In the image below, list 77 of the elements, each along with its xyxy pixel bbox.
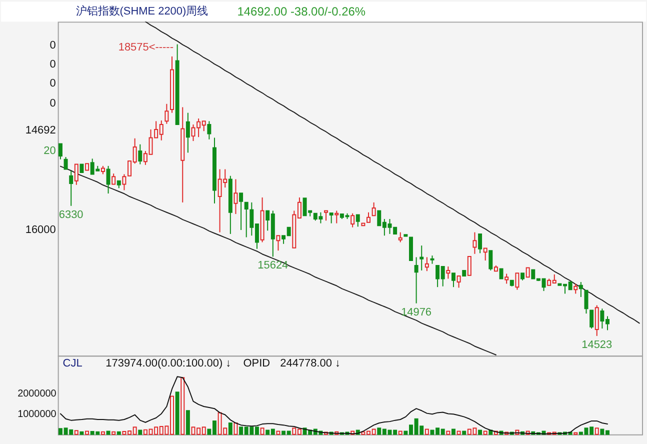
candlestick	[404, 234, 408, 237]
candlestick	[467, 256, 472, 276]
chart-title: 沪铝指数(SHME 2200)周线	[76, 4, 208, 18]
bar	[398, 430, 402, 435]
bar	[138, 430, 142, 435]
text: 0	[50, 97, 56, 110]
bar	[594, 428, 599, 435]
candlestick	[578, 282, 583, 298]
candlestick	[80, 164, 84, 174]
bar	[106, 430, 110, 435]
bar	[424, 428, 429, 435]
bar	[180, 377, 185, 435]
bar	[451, 428, 456, 435]
candlestick	[180, 106, 185, 203]
bar	[234, 422, 238, 435]
y-tick-label: 2000000	[18, 388, 57, 400]
annotation: 244778.00 ↓	[280, 358, 340, 370]
bar	[186, 410, 190, 435]
annotation: 15624	[258, 260, 288, 272]
candlestick	[207, 120, 212, 140]
candlestick	[324, 210, 328, 222]
candlestick	[366, 212, 370, 223]
candlestick	[186, 112, 190, 154]
bar	[483, 430, 488, 435]
annotation: 14523	[582, 338, 612, 351]
text: 16000	[25, 224, 56, 236]
candlestick	[462, 270, 466, 277]
annotation: 6330	[58, 208, 84, 221]
candlestick	[414, 256, 418, 304]
chart-subtitle: 14692.00 -38.00/-0.26%	[237, 4, 366, 19]
text: 0	[50, 77, 56, 90]
candlestick	[420, 245, 424, 271]
candlestick	[69, 170, 74, 206]
candlestick	[276, 235, 280, 252]
annotation: CJL	[62, 358, 82, 370]
bar	[276, 430, 280, 435]
candlestick	[234, 178, 238, 215]
bar	[175, 392, 180, 435]
text: 20	[44, 145, 56, 158]
bar	[116, 431, 121, 435]
bar	[112, 431, 116, 435]
candlestick	[164, 103, 169, 124]
bar	[478, 430, 482, 435]
candlestick	[372, 202, 376, 216]
bar	[462, 430, 466, 435]
bar	[228, 422, 232, 435]
candlestick	[526, 267, 530, 278]
text: 0	[50, 58, 56, 70]
annotation: 173974.00(0.00:100.00) ↓	[106, 358, 232, 370]
annotation: 18575<-----	[118, 42, 174, 54]
candlestick	[85, 163, 90, 171]
candlestick	[212, 137, 216, 204]
candlestick	[483, 248, 488, 262]
text: 0	[50, 40, 56, 52]
bar	[446, 430, 450, 435]
bar	[260, 428, 264, 435]
annotation: OPID	[243, 358, 270, 370]
bar	[100, 431, 105, 435]
bar	[456, 430, 461, 435]
annotation: 14976	[401, 306, 432, 318]
candlestick	[361, 222, 366, 226]
candlestick	[239, 192, 244, 230]
candlestick	[499, 268, 504, 280]
bar	[85, 430, 90, 435]
candlestick	[334, 210, 339, 224]
candlestick	[175, 44, 180, 125]
bar	[74, 430, 78, 435]
candlestick	[329, 212, 334, 224]
candlestick	[58, 143, 62, 160]
bar	[80, 431, 84, 435]
candlestick	[228, 175, 232, 234]
candlestick	[170, 56, 174, 114]
text: 14692	[25, 124, 56, 136]
y-tick-label: 1000000	[18, 409, 57, 420]
line-series	[60, 376, 608, 434]
candlestick	[409, 236, 413, 262]
candlestick	[472, 232, 477, 254]
